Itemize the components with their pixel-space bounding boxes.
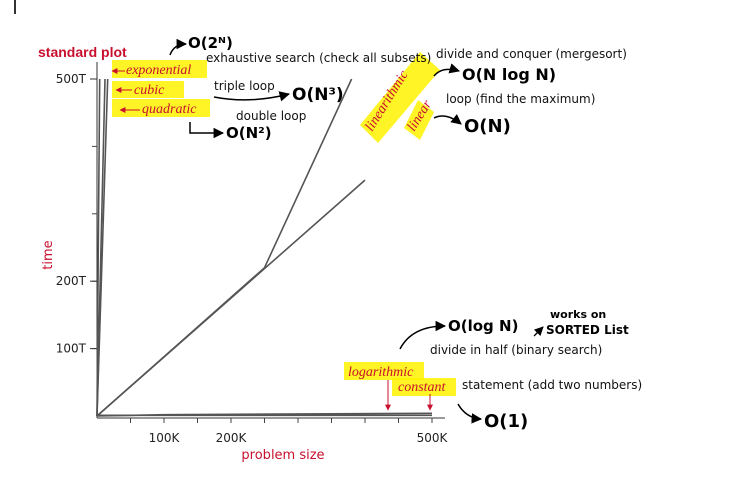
note-o-n2-arrow <box>189 122 225 139</box>
highlight-logarithmic <box>344 362 424 380</box>
series-exponential <box>96 78 101 417</box>
y-tick-label: 200T <box>56 274 87 288</box>
label-cubic: cubic <box>134 83 165 98</box>
note-o-n: O(N) <box>464 116 511 137</box>
note-works-on: works on <box>550 308 606 321</box>
highlight-linearithmic <box>360 52 440 143</box>
text-cursor-icon <box>14 0 16 14</box>
y-tick-label: 500T <box>56 72 87 86</box>
note-o-2n: O(2ᴺ) <box>188 34 233 52</box>
desc-linearithmic: divide and conquer (mergesort) <box>436 47 627 61</box>
note-o-nlogn: O(N log N) <box>462 65 556 84</box>
x-tick-label: 500K <box>417 431 449 445</box>
note-o-logn-arrow <box>399 320 447 350</box>
desc-exponential: exhaustive search (check all subsets) <box>206 51 431 65</box>
note-o-n3: O(N³) <box>292 85 344 105</box>
series-linearithmic <box>96 78 353 417</box>
x-ticks: 100K 200K 500K <box>149 431 449 445</box>
note-sorted-list: SORTED List <box>546 323 629 337</box>
desc-logarithmic: divide in half (binary search) <box>430 343 602 357</box>
note-sorted-arrow <box>533 326 544 337</box>
y-tick-label: 100T <box>56 342 87 356</box>
curves <box>96 78 433 417</box>
desc-constant: statement (add two numbers) <box>462 378 642 392</box>
highlight-constant <box>392 378 456 396</box>
note-o-n3-arrow <box>213 91 291 102</box>
x-axis-title: problem size <box>241 448 324 463</box>
label-quadratic: quadratic <box>142 102 197 117</box>
note-o-2n-arrow <box>169 38 188 56</box>
x-tick-label: 200K <box>216 431 248 445</box>
label-logarithmic: logarithmic <box>348 365 414 380</box>
note-o-logn: O(log N) <box>448 317 518 335</box>
note-o-1-arrow <box>457 403 483 424</box>
highlight-exponential <box>112 60 207 78</box>
note-o-n2: O(N²) <box>226 124 272 142</box>
highlight-cubic <box>112 81 184 98</box>
label-constant: constant <box>398 380 447 395</box>
note-o-nlogn-arrow <box>433 63 461 77</box>
highlight-quadratic <box>112 99 210 117</box>
x-tick-label: 100K <box>149 431 181 445</box>
chart-title: standard plot <box>38 44 127 60</box>
series-linear <box>96 179 366 417</box>
note-o-1: O(1) <box>484 411 528 432</box>
desc-cubic: triple loop <box>214 79 275 93</box>
y-ticks: 100T 200T 500T <box>56 72 97 356</box>
highlight-linear <box>404 100 434 140</box>
desc-linear: loop (find the maximum) <box>446 92 595 106</box>
note-o-n-arrow <box>433 113 462 125</box>
series-quadratic <box>96 78 109 417</box>
desc-quadratic: double loop <box>236 109 306 123</box>
label-exponential: exponential <box>126 63 191 78</box>
y-axis-title: time <box>41 240 56 269</box>
